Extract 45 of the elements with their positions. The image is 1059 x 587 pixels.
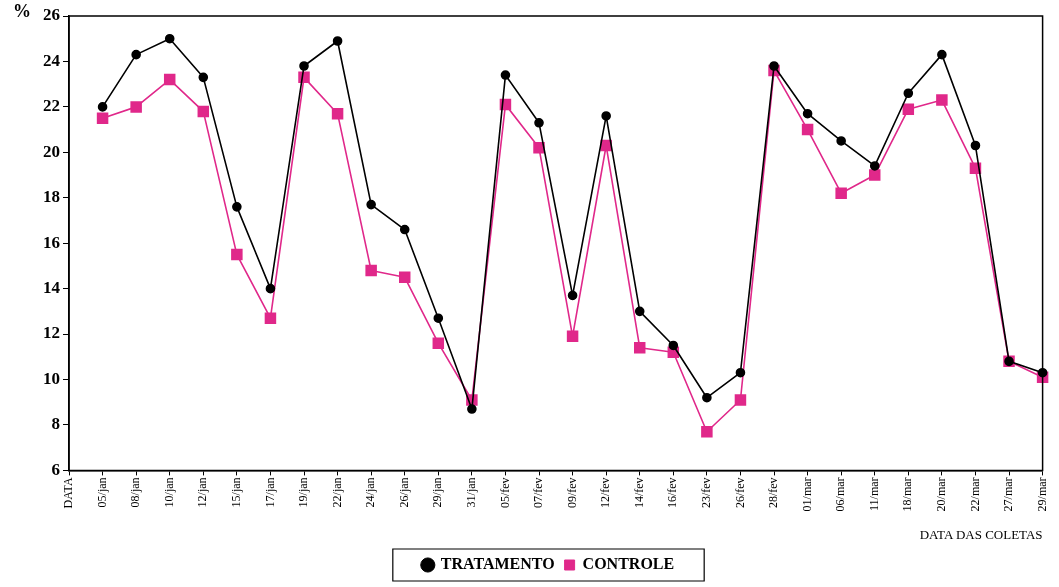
y-tick-label: 26 bbox=[43, 5, 60, 25]
y-axis-title: % bbox=[13, 0, 31, 21]
x-tick-label: 27/mar bbox=[1001, 477, 1016, 512]
y-tick-label: 14 bbox=[43, 278, 61, 298]
x-tick-label: 08/jan bbox=[128, 477, 143, 508]
x-tick-label: 26/fev bbox=[732, 477, 747, 509]
x-tick-label: 06/mar bbox=[833, 477, 848, 512]
x-tick-label: 28/fev bbox=[766, 477, 781, 509]
y-tick-label: 18 bbox=[43, 187, 60, 207]
x-tick-label: 15/jan bbox=[229, 477, 244, 508]
x-axis-title: DATA DAS COLETAS bbox=[919, 526, 1043, 542]
x-tick-label: 05/fev bbox=[497, 477, 512, 509]
y-tick-label: 12 bbox=[43, 323, 60, 343]
x-tick-label: 19/jan bbox=[296, 477, 311, 508]
x-tick-label: 18/mar bbox=[900, 477, 915, 512]
legend-label: TRATAMENTO bbox=[440, 555, 555, 573]
x-tick-label: 05/jan bbox=[94, 477, 109, 508]
y-tick-label: 20 bbox=[43, 141, 60, 161]
y-tick-label: 24 bbox=[43, 50, 61, 70]
x-tick-label: 10/jan bbox=[161, 477, 176, 508]
y-tick-label: 10 bbox=[43, 368, 60, 388]
x-tick-label: 31/jan bbox=[464, 477, 479, 508]
x-tick-label: 07/fev bbox=[531, 477, 546, 509]
x-tick-label: DATA bbox=[61, 477, 76, 509]
legend-label: CONTROLE bbox=[582, 555, 675, 573]
x-tick-label: 01/mar bbox=[799, 477, 814, 512]
x-tick-label: 22/jan bbox=[329, 477, 344, 508]
x-tick-label: 26/jan bbox=[396, 477, 411, 508]
x-tick-label: 09/fev bbox=[564, 477, 579, 509]
x-tick-label: 11/mar bbox=[866, 477, 881, 511]
x-tick-label: 12/jan bbox=[195, 477, 210, 508]
x-tick-label: 20/mar bbox=[934, 477, 949, 512]
x-tick-label: 14/fev bbox=[631, 477, 646, 509]
x-tick-label: 17/jan bbox=[262, 477, 277, 508]
y-tick-label: 6 bbox=[51, 459, 60, 479]
x-tick-label: 12/fev bbox=[598, 477, 613, 509]
y-tick-label: 16 bbox=[43, 232, 60, 252]
x-tick-label: 22/mar bbox=[967, 477, 982, 512]
x-tick-label: 29/jan bbox=[430, 477, 445, 508]
x-tick-label: 16/fev bbox=[665, 477, 680, 509]
x-tick-label: 24/jan bbox=[363, 477, 378, 508]
y-tick-label: 8 bbox=[51, 414, 60, 434]
x-tick-label: 29/mar bbox=[1034, 477, 1049, 512]
y-tick-label: 22 bbox=[43, 96, 60, 116]
x-tick-label: 23/fev bbox=[699, 477, 714, 509]
